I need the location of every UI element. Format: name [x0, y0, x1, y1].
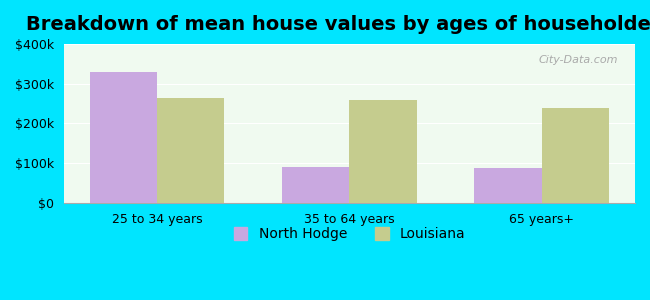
Bar: [157, 98, 224, 203]
Bar: [282, 167, 350, 203]
Bar: [90, 72, 157, 203]
Bar: [350, 100, 417, 203]
Legend: North Hodge, Louisiana: North Hodge, Louisiana: [228, 222, 471, 247]
Bar: [541, 108, 609, 203]
Text: City-Data.com: City-Data.com: [538, 55, 618, 65]
Bar: [474, 168, 541, 203]
Title: Breakdown of mean house values by ages of householders: Breakdown of mean house values by ages o…: [27, 15, 650, 34]
